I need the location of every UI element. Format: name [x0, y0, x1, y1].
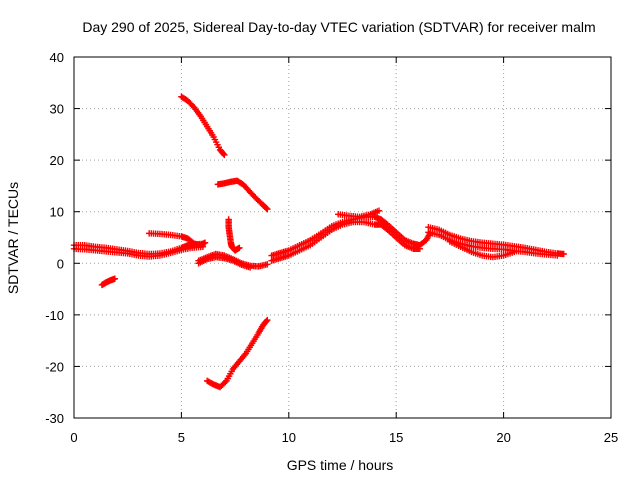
x-tick-label: 20: [496, 430, 510, 445]
data-point: [222, 378, 229, 386]
y-tick-label: 20: [50, 153, 64, 168]
y-tick-label: 10: [50, 205, 64, 220]
data-point: [554, 252, 561, 259]
data-point: [246, 264, 254, 271]
data-point: [416, 245, 424, 253]
x-tick-label: 0: [70, 430, 77, 445]
series-arc-late-dip: [446, 238, 518, 261]
x-tick-label: 15: [389, 430, 403, 445]
data-point: [264, 261, 271, 268]
series-arc-mid-pos: [145, 230, 209, 249]
data-point: [264, 205, 271, 213]
axis-ticks: 0 5 10 15 20 25 -30 -20 -10 0 10 20 30 40: [45, 50, 618, 445]
series-arc-high-desc: [178, 93, 228, 159]
series-arc-low-neg: [203, 316, 271, 391]
data-point: [375, 207, 383, 214]
y-tick-label: 40: [50, 50, 64, 65]
x-tick-label: 5: [178, 430, 185, 445]
data-point: [264, 316, 271, 324]
series-arc-dip-b: [195, 253, 254, 271]
data-point: [236, 244, 243, 252]
y-tick-label: 0: [57, 256, 64, 271]
series-arc-rise-b: [268, 218, 424, 264]
x-tick-label: 25: [604, 430, 618, 445]
data-point: [263, 205, 270, 212]
series-arc-late-b: [425, 229, 561, 259]
x-tick-label: 10: [282, 430, 296, 445]
data-point: [201, 239, 209, 246]
data-point: [220, 150, 227, 158]
data-point: [111, 275, 119, 282]
plot-frame: [73, 56, 612, 419]
y-tick-label: -30: [45, 411, 64, 426]
series-arc-early-neg: [98, 275, 119, 289]
series-arc-rise-c: [335, 207, 383, 221]
data-point: [560, 250, 567, 258]
series-arc-vertical: [225, 216, 243, 254]
y-tick-label: -20: [45, 359, 64, 374]
y-axis-label: SDTVAR / TECUs: [5, 182, 21, 294]
data-point: [221, 151, 228, 159]
y-tick-label: 30: [50, 102, 64, 117]
data-point: [511, 248, 518, 256]
y-tick-label: -10: [45, 308, 64, 323]
chart-title: Day 290 of 2025, Sidereal Day-to-day VTE…: [82, 19, 595, 35]
series-arc-mid-15: [214, 177, 271, 213]
data-points: [70, 93, 567, 391]
x-axis-label: GPS time / hours: [287, 457, 394, 473]
data-point: [263, 317, 270, 325]
